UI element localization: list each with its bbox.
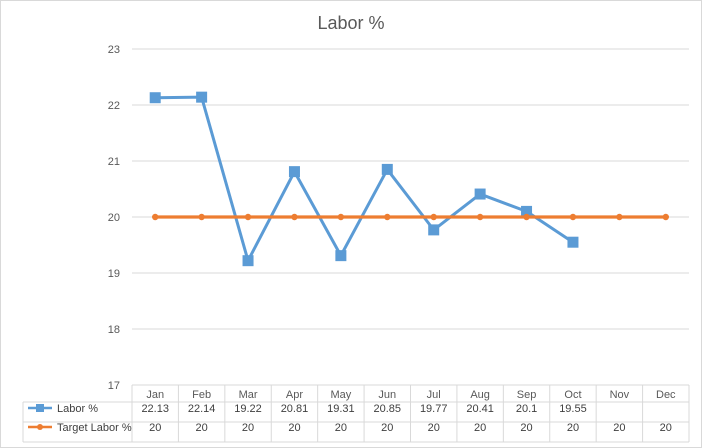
legend-series-name: Target Labor %: [57, 422, 132, 434]
legend-key-marker: [36, 404, 44, 412]
x-tick-label: Dec: [656, 389, 676, 401]
x-tick-label: Nov: [610, 389, 630, 401]
x-tick-label: May: [330, 389, 351, 401]
y-tick-label: 17: [108, 380, 120, 392]
legend-series-name: Labor %: [57, 403, 98, 415]
table-cell-value: 20: [520, 422, 532, 434]
data-point-marker: [567, 236, 579, 248]
table-cell-value: 20.85: [374, 403, 402, 415]
table-cell-value: 22.13: [141, 403, 169, 415]
table-cell-value: 20.1: [516, 403, 537, 415]
series-labor-percent: [149, 91, 579, 267]
data-point-marker: [288, 166, 300, 178]
table-cell-value: 19.31: [327, 403, 355, 415]
data-point-marker: [196, 91, 208, 103]
data-point-marker: [616, 213, 623, 221]
data-point-marker: [523, 213, 530, 221]
data-point-marker: [428, 224, 440, 236]
x-tick-label: Feb: [192, 389, 211, 401]
table-cell-value: 20.81: [281, 403, 309, 415]
legend-key-marker: [37, 424, 43, 430]
table-cell-value: 19.77: [420, 403, 448, 415]
series-line: [155, 95, 574, 263]
table-cell-value: 22.14: [188, 403, 216, 415]
gridlines: [132, 48, 689, 330]
y-tick-label: 22: [108, 100, 120, 112]
y-tick-label: 18: [108, 324, 120, 336]
data-point-marker: [476, 213, 484, 221]
table-cell-value: 20: [149, 422, 161, 434]
data-point-marker: [152, 213, 159, 221]
x-tick-label: Jan: [146, 389, 164, 401]
data-point-marker: [198, 213, 205, 221]
x-tick-label: Oct: [564, 389, 581, 401]
table-cell-value: 20: [613, 422, 625, 434]
data-point-marker: [474, 188, 486, 200]
data-point-marker: [430, 213, 437, 221]
table-cell-value: 20: [242, 422, 254, 434]
data-point-marker: [242, 255, 254, 267]
data-point-marker: [381, 163, 393, 175]
data-table: Jan Feb Mar Apr May Jun Jul Aug Sep Oct Nov Dec Labo…: [22, 384, 690, 443]
x-tick-label: Aug: [470, 389, 490, 401]
table-cell-value: 20: [567, 422, 579, 434]
table-cell-value: 20: [660, 422, 672, 434]
table-cell-value: 19.22: [234, 403, 262, 415]
data-point-marker: [291, 213, 298, 221]
table-cell-value: 20: [288, 422, 300, 434]
table-cell-value: 20: [335, 422, 347, 434]
table-cell-value: 20: [381, 422, 393, 434]
data-point-marker: [337, 213, 345, 221]
series-layer: [149, 91, 669, 267]
y-tick-label: 21: [108, 156, 120, 168]
x-tick-label: Apr: [286, 389, 303, 401]
x-tick-label: Mar: [239, 389, 258, 401]
table-cell-value: 19.55: [559, 403, 587, 415]
table-cell-value: 20: [428, 422, 440, 434]
chart-title: Labor %: [317, 13, 384, 33]
y-tick-label: 23: [108, 44, 120, 56]
data-point-marker: [149, 92, 161, 104]
table-cell-value: 20: [474, 422, 486, 434]
data-point-marker: [335, 250, 347, 262]
data-point-marker: [244, 213, 252, 221]
y-axis: 17 18 19 20 21 22 23: [108, 44, 120, 392]
y-tick-label: 19: [108, 268, 120, 280]
x-tick-label: Sep: [517, 389, 537, 401]
y-tick-label: 20: [108, 212, 120, 224]
x-tick-label: Jun: [378, 389, 396, 401]
table-cell-value: 20: [196, 422, 208, 434]
series-target-labor-percent: [152, 213, 669, 221]
data-point-marker: [521, 205, 533, 217]
data-point-marker: [569, 213, 577, 221]
data-point-marker: [662, 213, 669, 221]
x-tick-label: Jul: [427, 389, 441, 401]
data-point-marker: [384, 213, 391, 221]
table-cell-value: 20.41: [466, 403, 494, 415]
